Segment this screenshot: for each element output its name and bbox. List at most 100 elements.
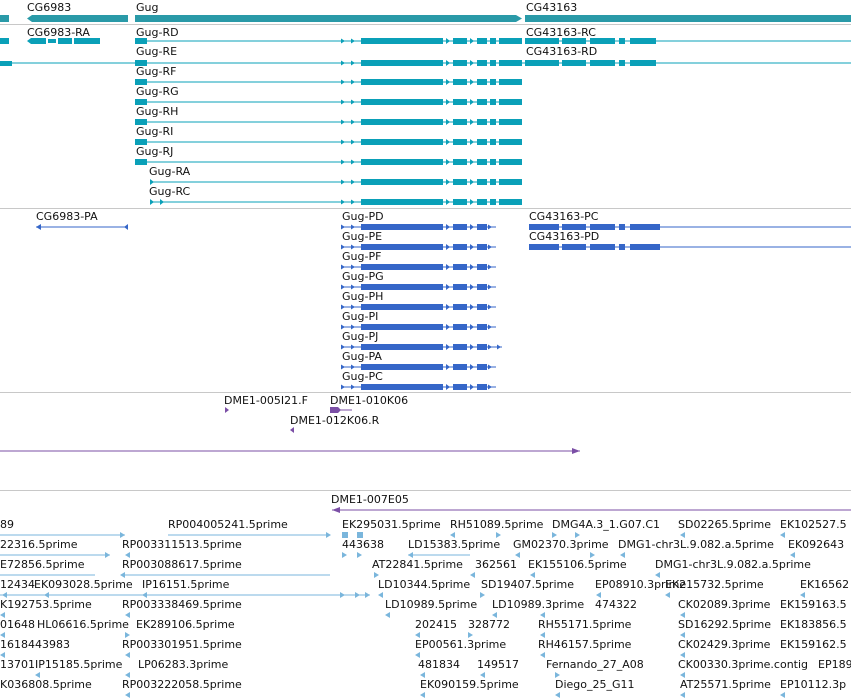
est-label[interactable]: 22316.5prime <box>0 538 78 551</box>
gene-bar-cg6983[interactable] <box>27 15 128 22</box>
transcript-gug-rf[interactable] <box>135 79 522 85</box>
transcript-label-gug-rf[interactable]: Gug-RF <box>136 65 177 78</box>
est-label[interactable]: CK02089.3prime <box>678 598 771 611</box>
est-label[interactable]: RH55171.5prime <box>538 618 632 631</box>
est-row-1[interactable] <box>0 532 785 538</box>
est-label[interactable]: SD16292.5prime <box>678 618 771 631</box>
transcript-gug-rc[interactable] <box>150 199 522 205</box>
est-label[interactable]: IP16151.5prime <box>142 578 230 591</box>
protein-label-gug-pc[interactable]: Gug-PC <box>342 370 383 383</box>
transcript-gug-ra[interactable] <box>150 179 522 185</box>
gene-label-cg6983[interactable]: CG6983 <box>27 1 72 14</box>
transcript-label-gug-rd[interactable]: Gug-RD <box>136 26 179 39</box>
clone-dme1-005i21f[interactable] <box>225 407 229 413</box>
est-label[interactable]: 474322 <box>595 598 637 611</box>
protein-label-cg43163-pd[interactable]: CG43163-PD <box>529 230 600 243</box>
protein-gug-pd[interactable] <box>341 224 496 230</box>
est-label[interactable]: LP06283.3prime <box>138 658 229 671</box>
est-label[interactable]: DMG1-chr3L.9.082.a.5prime <box>655 558 811 571</box>
est-label[interactable]: EP10112.3p <box>780 678 847 691</box>
est-label[interactable]: RP003222058.5prime <box>122 678 242 691</box>
est-label[interactable]: LD10344.5prime <box>378 578 471 591</box>
est-row-6[interactable] <box>0 632 685 638</box>
transcript-gug-re[interactable] <box>0 60 851 66</box>
transcript-label-gug-re[interactable]: Gug-RE <box>136 45 178 58</box>
est-label[interactable]: 328772 <box>468 618 510 631</box>
est-label[interactable]: EK090159.5prime <box>420 678 519 691</box>
est-label[interactable]: 13701 <box>0 658 35 671</box>
protein-cg43163-pd[interactable] <box>529 244 851 250</box>
transcript-label-cg43163-rc[interactable]: CG43163-RC <box>526 26 596 39</box>
est-label[interactable]: EK155106.5prime <box>528 558 627 571</box>
protein-gug-ph[interactable] <box>341 304 496 310</box>
protein-label-gug-pg[interactable]: Gug-PG <box>342 270 384 283</box>
protein-label-gug-pa[interactable]: Gug-PA <box>342 350 382 363</box>
transcript-label-gug-rg[interactable]: Gug-RG <box>136 85 179 98</box>
est-label[interactable]: CK02429.3prime <box>678 638 771 651</box>
protein-label-gug-pf[interactable]: Gug-PF <box>342 250 382 263</box>
est-label[interactable]: 1618443983 <box>0 638 70 651</box>
est-label[interactable]: RH46157.5prime <box>538 638 632 651</box>
clone-dme1-007e05[interactable] <box>332 507 851 513</box>
est-row-2[interactable] <box>0 552 795 558</box>
est-label[interactable]: CK00330.3prime.contig <box>678 658 809 671</box>
clone-label-dme1-005i21f[interactable]: DME1-005I21.F <box>224 394 308 407</box>
transcript-gug-rj[interactable] <box>135 159 522 165</box>
est-label[interactable]: DMG4A.3_1.G07.C1 <box>552 518 661 531</box>
protein-label-cg43163-pc[interactable]: CG43163-PC <box>529 210 599 223</box>
est-label[interactable]: K036808.5prime <box>0 678 92 691</box>
est-row-7[interactable] <box>0 652 685 658</box>
est-row-4[interactable] <box>0 592 805 598</box>
est-row-5[interactable] <box>0 612 685 618</box>
est-label[interactable]: EK16562 <box>800 578 850 591</box>
clone-long-span[interactable] <box>0 448 580 454</box>
gene-label-cg43163[interactable]: CG43163 <box>526 1 578 14</box>
est-label[interactable]: SD02265.5prime <box>678 518 771 531</box>
est-label[interactable]: 443638 <box>342 538 384 551</box>
transcript-cg6983-ra[interactable] <box>0 38 100 66</box>
est-label[interactable]: EK159163.5 <box>780 598 847 611</box>
est-label[interactable]: Diego_25_G11 <box>555 678 635 691</box>
protein-label-gug-pd[interactable]: Gug-PD <box>342 210 384 223</box>
est-label[interactable]: EK159162.5 <box>780 638 847 651</box>
protein-cg6983-pa[interactable] <box>36 224 128 230</box>
est-label[interactable]: EK215732.5prime <box>665 578 764 591</box>
transcript-gug-rg[interactable] <box>135 99 522 105</box>
est-label[interactable]: 89 <box>0 518 14 531</box>
est-label[interactable]: 362561 <box>475 558 517 571</box>
transcript-gug-rh[interactable] <box>135 119 522 125</box>
protein-gug-pe[interactable] <box>341 244 496 250</box>
est-label[interactable]: SD19407.5prime <box>481 578 574 591</box>
protein-label-cg6983-pa[interactable]: CG6983-PA <box>36 210 98 223</box>
est-label[interactable]: 149517 <box>477 658 519 671</box>
est-label[interactable]: LD10989.5prime <box>385 598 478 611</box>
est-row-8[interactable] <box>35 672 685 678</box>
est-row-3[interactable] <box>0 572 660 578</box>
est-label[interactable]: EP00561.3prime <box>415 638 507 651</box>
est-label[interactable]: Fernando_27_A08 <box>546 658 644 671</box>
est-label[interactable]: GM02370.3prime <box>513 538 609 551</box>
transcript-label-cg43163-rd[interactable]: CG43163-RD <box>526 45 598 58</box>
protein-label-gug-pe[interactable]: Gug-PE <box>342 230 383 243</box>
est-label[interactable]: RH51089.5prime <box>450 518 544 531</box>
est-label[interactable]: LD10989.3prime <box>492 598 585 611</box>
est-label[interactable]: RP003338469.5prime <box>122 598 242 611</box>
est-label[interactable]: EP08910.3prime <box>595 578 687 591</box>
est-label[interactable]: EK102527.5 <box>780 518 847 531</box>
transcript-label-gug-ra[interactable]: Gug-RA <box>149 165 191 178</box>
est-label[interactable]: EK289106.5prime <box>136 618 235 631</box>
protein-gug-pc[interactable] <box>341 384 496 390</box>
est-label[interactable]: LD15383.5prime <box>408 538 501 551</box>
transcript-label-gug-rh[interactable]: Gug-RH <box>136 105 179 118</box>
est-label[interactable]: RP003301951.5prime <box>122 638 242 651</box>
transcript-cg43163-rc[interactable] <box>525 38 851 44</box>
clone-label-dme1-010k06[interactable]: DME1-010K06 <box>330 394 409 407</box>
clone-label-dme1-007e05[interactable]: DME1-007E05 <box>331 493 409 506</box>
est-label[interactable]: EK092643 <box>788 538 845 551</box>
est-label[interactable]: K192753.5prime <box>0 598 92 611</box>
est-label[interactable]: 12434 <box>0 578 35 591</box>
transcript-label-cg6983-ra[interactable]: CG6983-RA <box>27 26 90 39</box>
protein-label-gug-ph[interactable]: Gug-PH <box>342 290 384 303</box>
est-label[interactable]: 481834 <box>418 658 460 671</box>
transcript-gug-rd[interactable] <box>135 38 522 44</box>
